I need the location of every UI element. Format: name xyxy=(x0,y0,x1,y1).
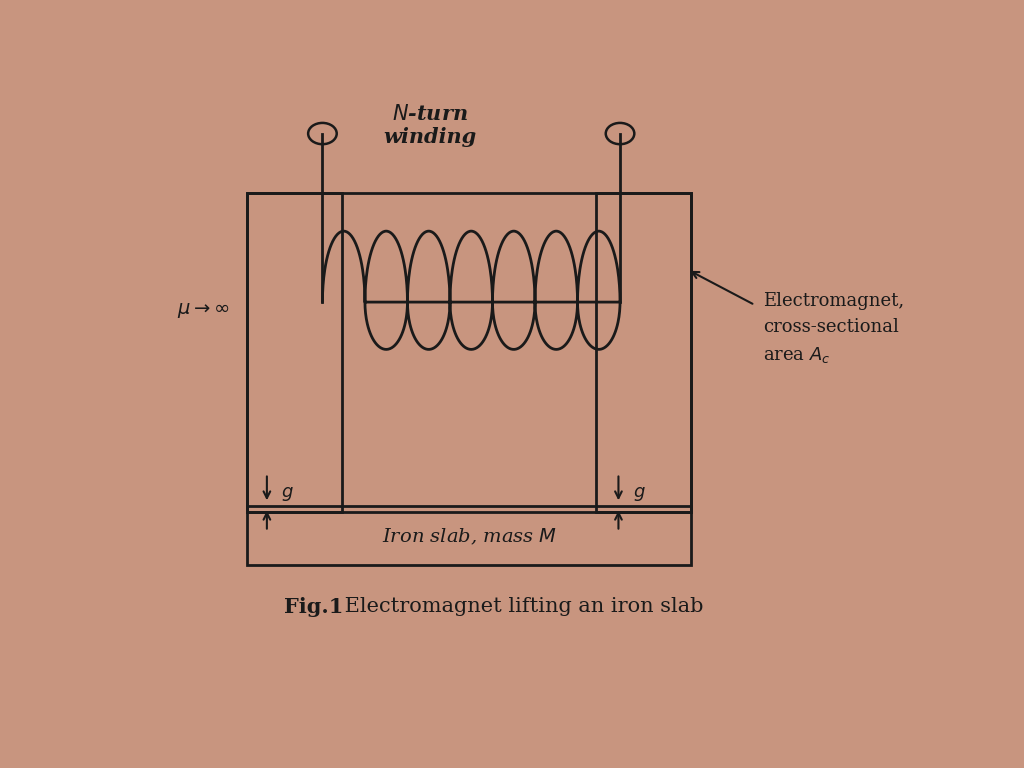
Bar xyxy=(247,193,342,512)
Text: $\mu \rightarrow \infty$: $\mu \rightarrow \infty$ xyxy=(177,302,229,320)
Bar xyxy=(596,193,691,512)
Text: Fig.1: Fig.1 xyxy=(285,597,344,617)
Text: $N$-turn
winding: $N$-turn winding xyxy=(383,104,476,147)
Text: $g$: $g$ xyxy=(282,485,294,503)
Bar xyxy=(247,193,691,512)
Text: $g$: $g$ xyxy=(633,485,645,503)
Text: Iron slab, mass $M$: Iron slab, mass $M$ xyxy=(382,527,557,547)
Text: Electromagnet lifting an iron slab: Electromagnet lifting an iron slab xyxy=(338,598,703,616)
Bar xyxy=(247,506,691,565)
Text: Electromagnet,
cross-sectional
area $A_c$: Electromagnet, cross-sectional area $A_c… xyxy=(763,292,904,366)
